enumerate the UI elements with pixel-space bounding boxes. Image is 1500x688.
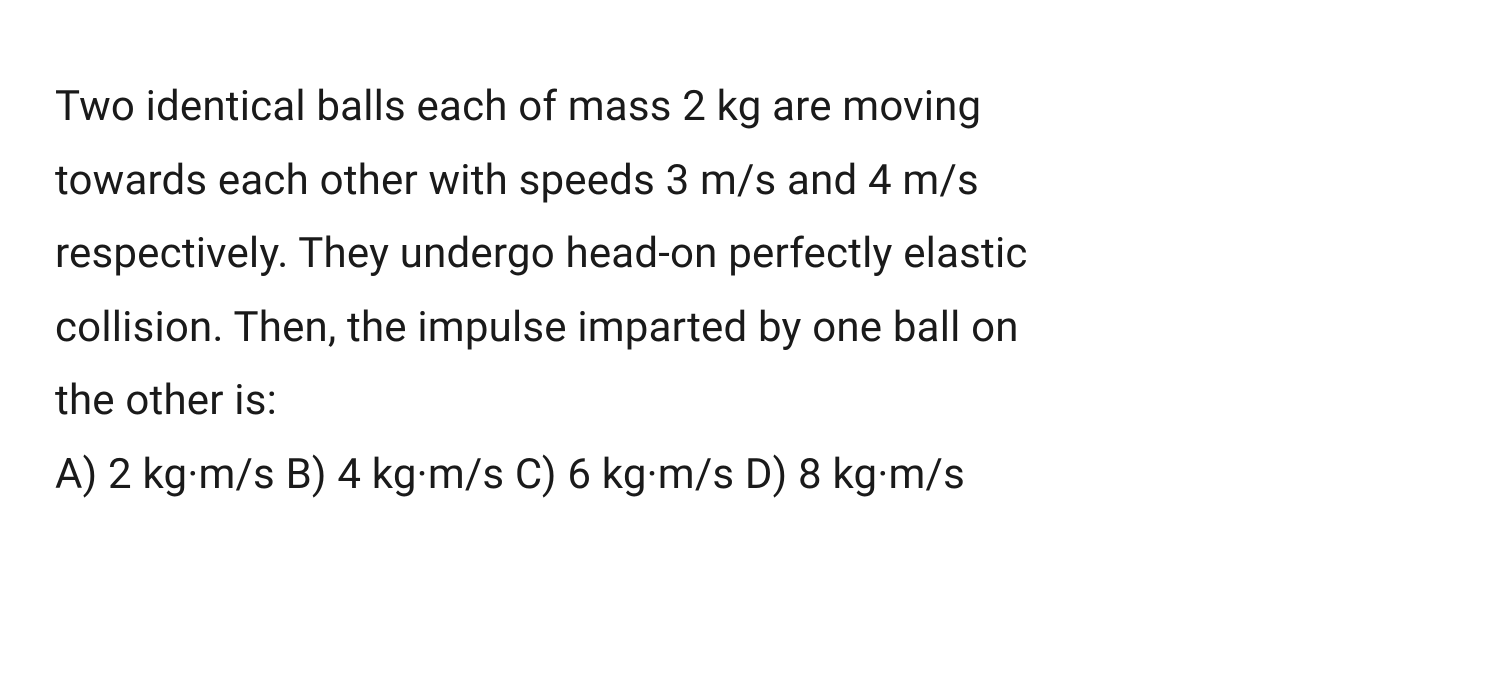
question-line-5: the other is: (55, 364, 1445, 438)
question-line-4: collision. Then, the impulse imparted by… (55, 291, 1445, 365)
physics-question-block: Two identical balls each of mass 2 kg ar… (55, 70, 1445, 511)
option-d: D) 8 kg·m/s (745, 450, 965, 499)
question-line-1: Two identical balls each of mass 2 kg ar… (55, 70, 1445, 144)
question-line-2: towards each other with speeds 3 m/s and… (55, 144, 1445, 218)
question-stem: Two identical balls each of mass 2 kg ar… (55, 70, 1445, 438)
option-c: C) 6 kg·m/s (515, 450, 745, 499)
option-a: A) 2 kg·m/s (55, 450, 286, 499)
option-b: B) 4 kg·m/s (286, 450, 515, 499)
answer-options: A) 2 kg·m/s B) 4 kg·m/s C) 6 kg·m/s D) 8… (55, 438, 1445, 512)
question-line-3: respectively. They undergo head-on perfe… (55, 217, 1445, 291)
